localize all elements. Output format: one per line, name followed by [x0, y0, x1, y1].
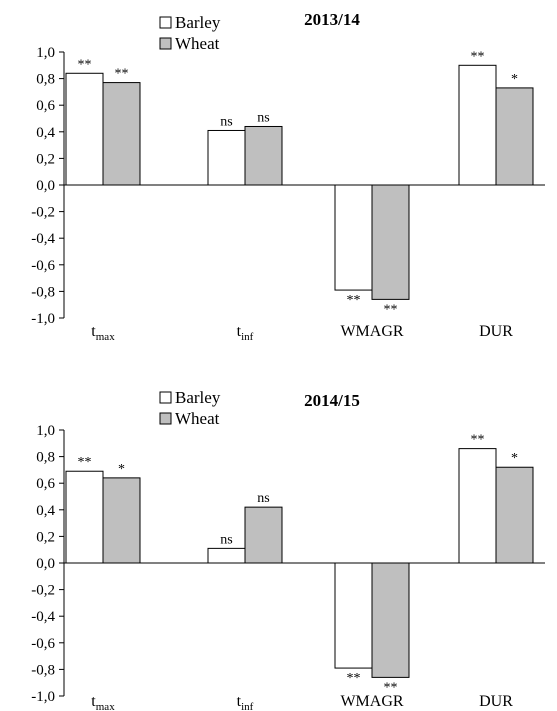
significance-label: * [118, 462, 125, 477]
y-tick-label: -1,0 [31, 689, 55, 705]
bar-wheat [102, 82, 141, 186]
significance-label: ** [347, 293, 361, 308]
bar-wheat [371, 184, 410, 300]
bar-barley [334, 562, 373, 669]
significance-label: ** [78, 57, 92, 72]
significance-label: ns [220, 532, 232, 547]
significance-label: * [511, 72, 518, 87]
x-category-label: tmax [91, 693, 115, 711]
x-category-label: tinf [237, 693, 254, 711]
y-tick-label: 0,2 [36, 151, 55, 167]
significance-label: ** [384, 680, 398, 695]
significance-label: ns [257, 110, 269, 125]
chart-title: 2014/15 [304, 391, 360, 410]
y-tick-label: -0,6 [31, 258, 55, 274]
chart-panel-1: 1,00,80,60,40,20,0-0,2-0,4-0,6-0,8-1,0**… [31, 10, 545, 343]
legend-label-wheat: Wheat [175, 34, 220, 53]
y-tick-label: 0,6 [36, 476, 55, 492]
significance-label: ns [220, 114, 232, 129]
y-tick-label: -0,2 [31, 583, 55, 599]
significance-label: ns [257, 491, 269, 506]
bar-barley [207, 129, 246, 186]
legend-label-wheat: Wheat [175, 409, 220, 428]
x-category-label: tmax [91, 323, 115, 343]
legend-label-barley: Barley [175, 13, 221, 32]
bar-wheat [371, 562, 410, 678]
y-tick-label: -1,0 [31, 311, 55, 327]
x-category-label: DUR [479, 693, 513, 710]
y-tick-label: 1,0 [36, 423, 55, 439]
y-tick-label: 0,2 [36, 529, 55, 545]
x-category-label: WMAGR [340, 693, 403, 710]
legend-swatch-wheat [159, 412, 172, 425]
chart-panel-2: 1,00,80,60,40,20,0-0,2-0,4-0,6-0,8-1,0**… [31, 388, 545, 711]
y-tick-label: 0,6 [36, 98, 55, 114]
bar-wheat [102, 477, 141, 564]
bar-barley [207, 547, 246, 564]
chart-title: 2013/14 [304, 10, 360, 29]
x-category-label: tinf [237, 323, 254, 343]
y-tick-label: 1,0 [36, 45, 55, 61]
bar-barley [458, 64, 497, 186]
significance-label: ** [78, 455, 92, 470]
y-tick-label: 0,4 [36, 503, 55, 519]
bar-wheat [495, 466, 534, 564]
significance-label: ** [471, 433, 485, 448]
bar-barley [65, 72, 104, 186]
y-tick-label: -0,8 [31, 662, 55, 678]
y-tick-label: -0,8 [31, 284, 55, 300]
x-category-label: WMAGR [340, 323, 403, 340]
bar-wheat [244, 125, 283, 186]
bar-barley [458, 448, 497, 564]
y-tick-label: -0,2 [31, 205, 55, 221]
legend-swatch-wheat [159, 37, 172, 50]
significance-label: ** [115, 67, 129, 82]
bar-barley [65, 470, 104, 564]
significance-label: * [511, 451, 518, 466]
legend-swatch-barley [159, 16, 172, 29]
bar-wheat [244, 506, 283, 564]
y-tick-label: 0,8 [36, 72, 55, 88]
y-tick-label: 0,4 [36, 125, 55, 141]
y-tick-label: -0,4 [31, 231, 55, 247]
y-tick-label: 0,0 [36, 178, 55, 194]
y-tick-label: -0,6 [31, 636, 55, 652]
significance-label: ** [384, 302, 398, 317]
significance-label: ** [471, 49, 485, 64]
y-tick-label: 0,0 [36, 556, 55, 572]
bar-wheat [495, 87, 534, 186]
y-tick-label: -0,4 [31, 609, 55, 625]
bar-barley [334, 184, 373, 291]
y-tick-label: 0,8 [36, 450, 55, 466]
x-category-label: DUR [479, 323, 513, 340]
legend-label-barley: Barley [175, 388, 221, 407]
legend-swatch-barley [159, 391, 172, 404]
significance-label: ** [347, 671, 361, 686]
